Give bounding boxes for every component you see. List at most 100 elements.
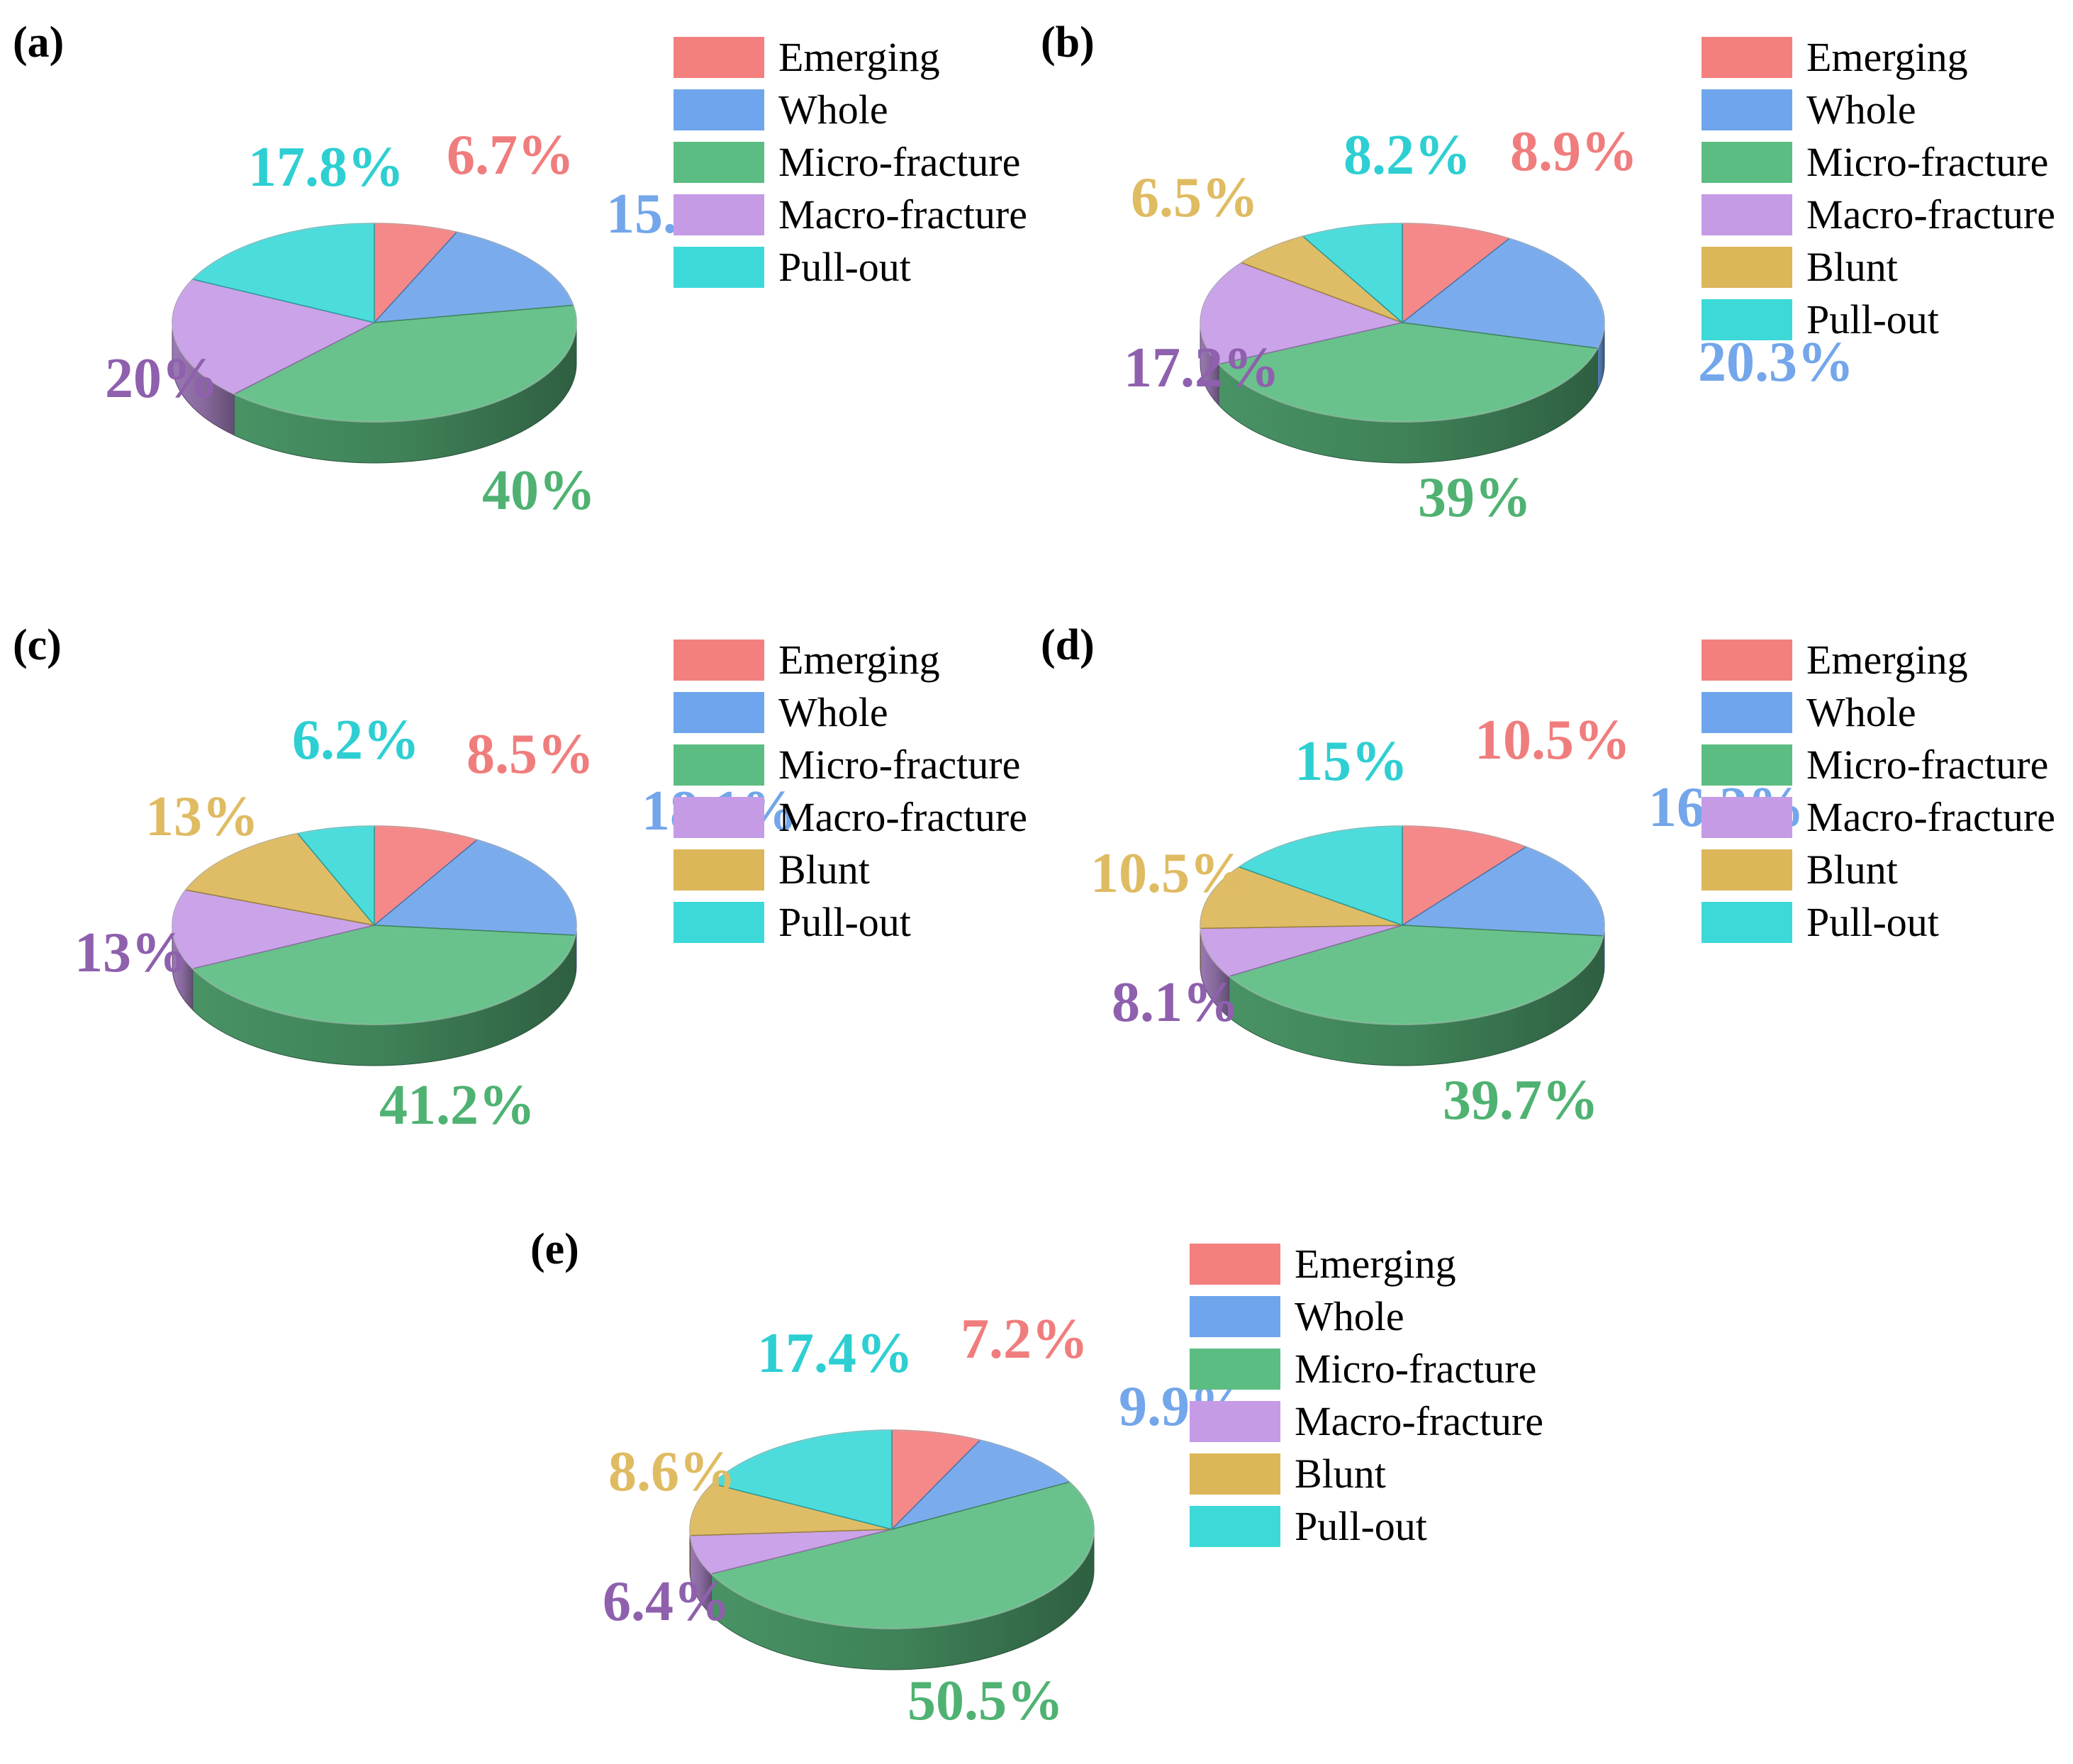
slice-blunt [1240,235,1403,323]
legend-swatch-micro-fracture [1190,1349,1280,1390]
legend-label-pull-out: Pull-out [1806,899,1939,945]
legend-label-whole: Whole [1806,86,1916,133]
legend-label-whole: Whole [1806,689,1916,735]
percent-label-micro-fracture: 50.5% [907,1670,1063,1732]
percent-label-macro-fracture: 17.2% [1124,337,1280,399]
percent-label-macro-fracture: 8.1% [1112,971,1239,1034]
legend-label-macro-fracture: Macro-fracture [1806,794,2055,840]
legend-label-whole: Whole [778,689,888,735]
legend: Emerging Whole Micro-fracture Macro-fractur… [674,34,1027,290]
legend-swatch-macro-fracture [1190,1401,1280,1442]
percent-label-macro-fracture: 20% [105,347,218,410]
percent-label-pull-out: 6.2% [292,709,420,771]
percent-label-whole: 20.3% [1698,331,1854,393]
percent-label-emerging: 6.7% [447,124,574,186]
legend-label-pull-out: Pull-out [1806,296,1939,342]
legend-label-micro-fracture: Micro-fracture [1806,139,2048,185]
slice-macro-fracture [172,889,375,970]
legend-label-macro-fracture: Macro-fracture [1295,1398,1543,1444]
legend-swatch-whole [674,692,764,733]
legend-label-macro-fracture: Macro-fracture [778,794,1027,840]
slice-micro-fracture [191,925,576,1025]
slice-micro-fracture [233,304,577,423]
legend-label-micro-fracture: Micro-fracture [778,742,1020,788]
slice-blunt [1200,866,1403,930]
slice-micro-fracture [1228,925,1604,1025]
percent-label-micro-fracture: 40% [482,459,596,522]
percent-label-blunt: 6.5% [1131,167,1258,229]
panel-label: (c) [13,621,62,669]
slice-pull-out [191,223,375,323]
slice-macro-fracture [689,1529,893,1575]
pie-rim [172,825,577,1025]
legend: Emerging Whole Micro-fracture Macro-fractur… [1702,637,2055,945]
legend-swatch-emerging [1702,640,1792,681]
legend-swatch-macro-fracture [674,194,764,235]
pie-panel-3: (c)8.5%18.1%41.2%13%13%6.2%EmergingWhole… [13,621,1027,1137]
percent-label-emerging: 8.5% [466,723,594,786]
legend-label-blunt: Blunt [1806,847,1898,893]
legend-swatch-blunt [674,849,764,891]
legend-swatch-whole [1702,692,1792,733]
legend-swatch-micro-fracture [674,142,764,183]
pie-panel-1: (a)6.7%15.5%40%20%17.8%EmergingWholeMicr… [13,18,1027,522]
percent-label-pull-out: 17.8% [248,136,404,199]
percent-label-macro-fracture: 13% [74,922,188,984]
slice-pull-out [711,1429,893,1530]
percent-label-micro-fracture: 41.2% [379,1074,535,1137]
percent-label-micro-fracture: 39.7% [1443,1069,1599,1132]
legend-label-macro-fracture: Macro-fracture [1806,191,2055,238]
pie-panel-4: (d)10.5%16.2%39.7%8.1%10.5%15%EmergingWh… [1041,621,2055,1132]
legend-swatch-pull-out [1702,902,1792,943]
legend-label-whole: Whole [778,86,888,133]
slice-pull-out [296,825,375,927]
percent-label-macro-fracture: 6.4% [603,1570,730,1633]
legend-swatch-emerging [1190,1244,1280,1285]
slice-emerging [1402,223,1511,324]
panel-label: (a) [13,18,64,67]
legend-swatch-emerging [674,37,764,78]
legend-label-emerging: Emerging [778,34,940,80]
legend-label-emerging: Emerging [1806,34,1968,80]
slice-emerging [374,223,458,324]
legend: Emerging Whole Micro-fracture Macro-fractur… [1190,1241,1543,1549]
slice-whole [373,231,574,323]
percent-label-pull-out: 15% [1295,730,1408,793]
pie-panel-5: (e)7.2%9.9%50.5%6.4%8.6%17.4%EmergingWho… [530,1225,1543,1732]
legend-label-blunt: Blunt [1806,244,1898,290]
slice-whole [890,1439,1071,1531]
pie-rim [1200,223,1605,423]
legend-swatch-micro-fracture [674,744,764,786]
pie-rim [689,1429,1095,1629]
slice-whole [373,839,577,936]
legend: Emerging Whole Micro-fracture Macro-fractur… [1702,34,2055,342]
percent-label-blunt: 13% [145,786,259,848]
legend-swatch-macro-fracture [1702,797,1792,838]
legend-label-emerging: Emerging [778,637,940,683]
pie-panel-2: (b) 8.9% 20.3% 39% 17.2% 6.5% 8.2% Emerging Whol… [1041,18,2055,529]
slice-whole [1400,846,1605,937]
legend-label-blunt: Blunt [778,847,870,893]
panel-label: (e) [530,1225,579,1273]
legend-swatch-whole [1702,89,1792,130]
slice-emerging [374,825,479,927]
legend-label-pull-out: Pull-out [1295,1503,1427,1549]
slice-whole [1401,238,1605,350]
pie-rim [172,223,577,423]
legend-label-micro-fracture: Micro-fracture [1295,1346,1536,1392]
legend-swatch-pull-out [1702,299,1792,340]
legend-label-emerging: Emerging [1295,1241,1456,1287]
legend: Emerging Whole Micro-fracture Macro-fractur… [674,637,1027,945]
slice-emerging [891,1429,982,1531]
percent-label-blunt: 10.5% [1090,842,1246,905]
legend-label-micro-fracture: Micro-fracture [1806,742,2048,788]
slice-macro-fracture [172,278,376,395]
panel-label: (b) [1041,18,1095,67]
legend-swatch-macro-fracture [1702,194,1792,235]
legend-swatch-emerging [1702,37,1792,78]
percent-label-micro-fracture: 39% [1418,467,1531,529]
percent-label-pull-out: 17.4% [757,1322,913,1385]
legend-label-macro-fracture: Macro-fracture [778,191,1027,238]
legend-swatch-blunt [1190,1453,1280,1495]
legend-label-emerging: Emerging [1806,637,1968,683]
